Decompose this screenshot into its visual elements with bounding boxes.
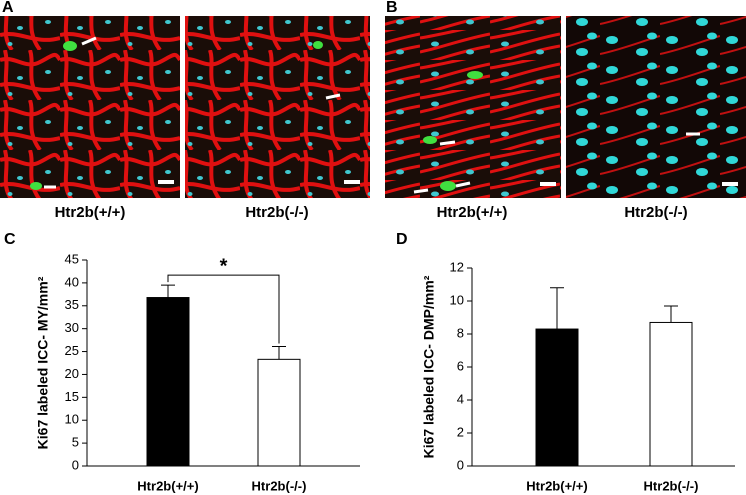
arrows <box>44 36 700 194</box>
y-tick-label: 10 <box>450 292 464 307</box>
y-tick-label: 0 <box>72 457 79 472</box>
y-tick-label: 6 <box>457 358 464 373</box>
x-tick-label: Htr2b(-/-) <box>252 478 307 493</box>
y-tick-label: 2 <box>457 424 464 439</box>
error-bar <box>664 305 678 323</box>
x-tick-label: Htr2b(+/+) <box>137 478 198 493</box>
bar <box>146 297 190 467</box>
micrograph <box>185 16 370 198</box>
y-tick-label: 45 <box>65 251 79 266</box>
panel-label: C <box>4 231 16 248</box>
image-caption: Htr2b(-/-) <box>245 204 308 221</box>
y-axis-label: Ki67 labeled ICC- DMP/mm² <box>421 275 437 458</box>
panel-label: D <box>396 231 408 248</box>
panel-label: B <box>386 0 398 16</box>
y-tick-label: 12 <box>450 259 464 274</box>
image-caption: Htr2b(+/+) <box>437 204 508 221</box>
y-tick-label: 10 <box>65 412 79 427</box>
error-bar <box>161 284 175 298</box>
micrograph <box>0 16 180 198</box>
x-tick-label: Htr2b(-/-) <box>644 478 699 493</box>
y-tick-label: 35 <box>65 297 79 312</box>
green-cells <box>30 41 483 191</box>
y-tick-label: 40 <box>65 274 79 289</box>
significance-marker: * <box>220 255 228 277</box>
bar <box>535 328 579 467</box>
scale-bars <box>158 180 738 186</box>
bar <box>649 321 693 467</box>
significance-bracket <box>167 274 280 344</box>
y-tick-label: 30 <box>65 320 79 335</box>
image-caption: Htr2b(-/-) <box>624 204 687 221</box>
image-caption: Htr2b(+/+) <box>55 204 126 221</box>
bar <box>257 358 301 467</box>
y-axis-label: Ki67 labeled ICC- MY/mm² <box>35 276 51 449</box>
y-tick-label: 15 <box>65 389 79 404</box>
error-bar <box>550 287 564 330</box>
error-bar <box>272 346 286 360</box>
y-tick-label: 8 <box>457 325 464 340</box>
y-tick-label: 5 <box>72 435 79 450</box>
micrograph <box>385 16 561 198</box>
y-tick-label: 0 <box>457 457 464 472</box>
panel-label: A <box>2 0 14 16</box>
y-tick-label: 4 <box>457 391 464 406</box>
y-tick-label: 20 <box>65 366 79 381</box>
micrograph <box>566 16 746 198</box>
micrographs <box>0 16 746 198</box>
x-tick-label: Htr2b(+/+) <box>526 478 587 493</box>
y-tick-label: 25 <box>65 343 79 358</box>
